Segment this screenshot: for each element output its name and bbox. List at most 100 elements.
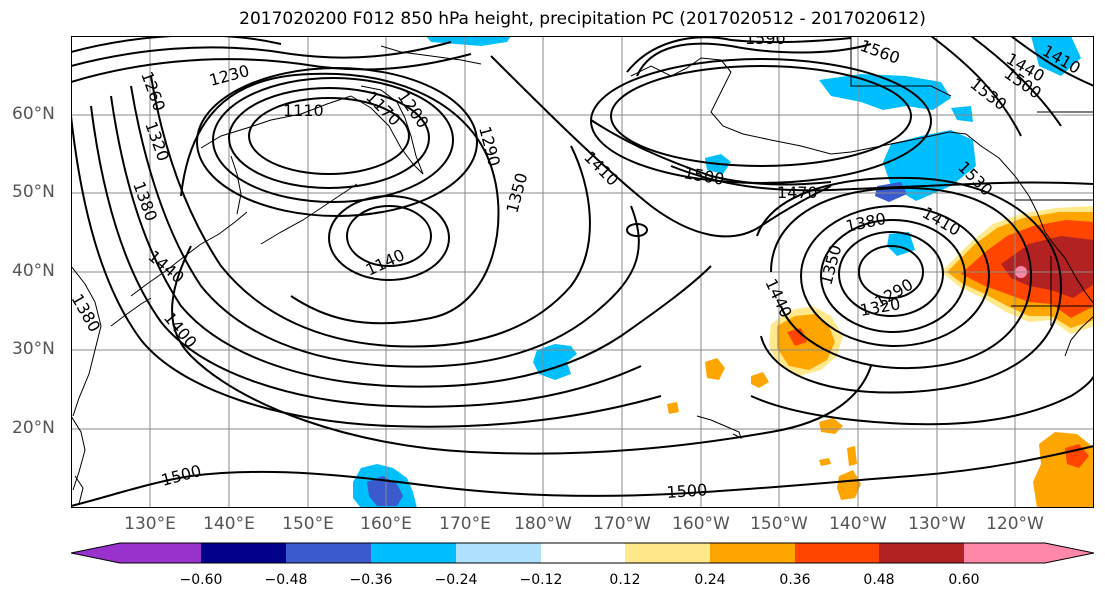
contour-label-1170: 1170 xyxy=(362,87,404,129)
lon-label-180w: 180°W xyxy=(514,514,572,534)
lon-label-140e: 140°E xyxy=(203,514,255,534)
coast-alaska-west xyxy=(630,57,744,135)
shade-light-blue-north-1 xyxy=(426,36,511,46)
contour-label-1290: 1290 xyxy=(475,124,504,168)
colorbar-tick-neg-060: −0.60 xyxy=(179,572,223,588)
colorbar xyxy=(71,542,1094,564)
contour-label-1560: 1560 xyxy=(858,36,903,68)
shade-orange-blob-2 xyxy=(751,372,769,388)
coast-canada-border xyxy=(850,36,952,97)
colorbar-bin-9 xyxy=(879,543,964,563)
shade-light-blue-north-2 xyxy=(819,74,951,110)
contour-1560-ring xyxy=(636,42,872,77)
coast-aleutians xyxy=(742,133,912,155)
contour-1380-low-east xyxy=(800,205,990,347)
shade-orange-blob-4 xyxy=(819,418,843,434)
coast-hawaii xyxy=(696,415,742,439)
coast-bc xyxy=(1028,195,1094,305)
colorbar-bin-7 xyxy=(710,543,795,563)
lat-label-40n: 40°N xyxy=(12,261,55,281)
shade-light-blue-north-4 xyxy=(1031,36,1081,76)
shade-orange-blob-1 xyxy=(705,358,725,380)
contour-label-1200: 1200 xyxy=(394,87,433,131)
shade-orange-blob-5 xyxy=(847,446,857,466)
colorbar-extend-high xyxy=(964,543,1094,563)
shade-orange-southeast xyxy=(1033,432,1094,508)
contour-1530-ring-ne xyxy=(610,65,912,167)
coast-alaska-south xyxy=(890,131,1030,197)
contour-1110-low xyxy=(248,97,410,175)
colorbar-outline xyxy=(71,542,1094,564)
coast-philippines xyxy=(74,475,84,505)
contour-1380 xyxy=(71,115,662,428)
map-frame xyxy=(71,36,1094,508)
contour-1140-low xyxy=(228,87,430,189)
contour-label-1400-w: 1400 xyxy=(160,308,201,351)
contour-label-1590: 1590 xyxy=(745,36,786,48)
colorbar-bin-2 xyxy=(286,543,371,563)
contour-1320 xyxy=(110,95,712,388)
colorbar-extend-low xyxy=(71,543,201,563)
lat-label-60n: 60°N xyxy=(12,104,55,124)
shade-red-southeast xyxy=(1065,444,1089,468)
lon-label-160w: 160°W xyxy=(672,514,730,534)
lon-label-130w: 130°W xyxy=(908,514,966,534)
shade-blue-south xyxy=(367,476,403,506)
contour-1260 xyxy=(150,75,591,348)
coast-baja xyxy=(1064,315,1094,357)
map-panel: 1590 1560 1440 1410 1530 1500 1230 1260 … xyxy=(71,36,1094,508)
contour-1440 xyxy=(171,245,872,455)
graticule xyxy=(71,36,1094,508)
colorbar-tick-048: 0.48 xyxy=(863,572,895,588)
colorbar-bin-3 xyxy=(371,543,456,563)
shade-dark-red-west-coast xyxy=(1001,236,1094,298)
contour-1290 xyxy=(130,85,640,368)
lon-label-140w: 140°W xyxy=(829,514,887,534)
shade-orange-blob-7 xyxy=(819,458,831,466)
lon-label-120w: 120°W xyxy=(986,514,1044,534)
coast-japan-south xyxy=(110,297,152,327)
lon-label-130e: 130°E xyxy=(124,514,176,534)
colorbar-tick-neg-012: −0.12 xyxy=(519,572,563,588)
contour-label-1500-s: 1500 xyxy=(666,480,708,502)
lon-label-170w: 170°W xyxy=(593,514,651,534)
colorbar-bin-1 xyxy=(201,543,286,563)
colorbar-tick-012: 0.12 xyxy=(609,572,641,588)
colorbar-tick-neg-036: −0.36 xyxy=(349,572,393,588)
colorbar-bin-6 xyxy=(625,543,710,563)
lat-label-30n: 30°N xyxy=(12,339,55,359)
coast-siberia-north xyxy=(380,45,482,65)
contour-label-1110: 1110 xyxy=(283,101,324,120)
contour-1290-low-east xyxy=(858,245,924,299)
colorbar-tick-060: 0.60 xyxy=(948,572,980,588)
lat-label-50n: 50°N xyxy=(12,182,55,202)
coast-sakhalin xyxy=(230,155,242,215)
shade-orange-blob-3 xyxy=(667,402,679,414)
contour-1320-low-east xyxy=(838,231,944,317)
lon-label-160e: 160°E xyxy=(360,514,412,534)
shade-blue-coast xyxy=(875,182,907,202)
contour-label-1380-sw: 1380 xyxy=(71,291,104,336)
colorbar-tick-neg-024: −0.24 xyxy=(434,572,478,588)
coast-japan xyxy=(130,211,248,297)
contour-label-1440-east: 1440 xyxy=(761,276,795,321)
contour-1410 xyxy=(490,55,832,238)
lon-label-150e: 150°E xyxy=(282,514,334,534)
contour-1470-east xyxy=(750,375,1094,426)
contour-1170-low xyxy=(212,77,454,203)
shade-light-blue-north-3 xyxy=(951,106,973,122)
lon-label-170e: 170°E xyxy=(439,514,491,534)
contour-1590 xyxy=(626,36,852,73)
contour-1230 xyxy=(180,72,500,325)
contour-northeast-3 xyxy=(1010,36,1094,87)
colorbar-tick-036: 0.36 xyxy=(779,572,811,588)
contour-1170-south-low xyxy=(328,195,450,281)
contour-1410-east xyxy=(770,186,1033,370)
contour-1350-low-east xyxy=(820,219,966,333)
contour-1440-east xyxy=(756,176,1063,394)
contour-1500-mid xyxy=(590,119,832,186)
coast-okhotsk-west xyxy=(200,95,352,149)
coast-asia-west xyxy=(71,265,102,417)
contour-label-1500-sw: 1500 xyxy=(159,461,203,490)
coast-china-east xyxy=(71,415,86,491)
